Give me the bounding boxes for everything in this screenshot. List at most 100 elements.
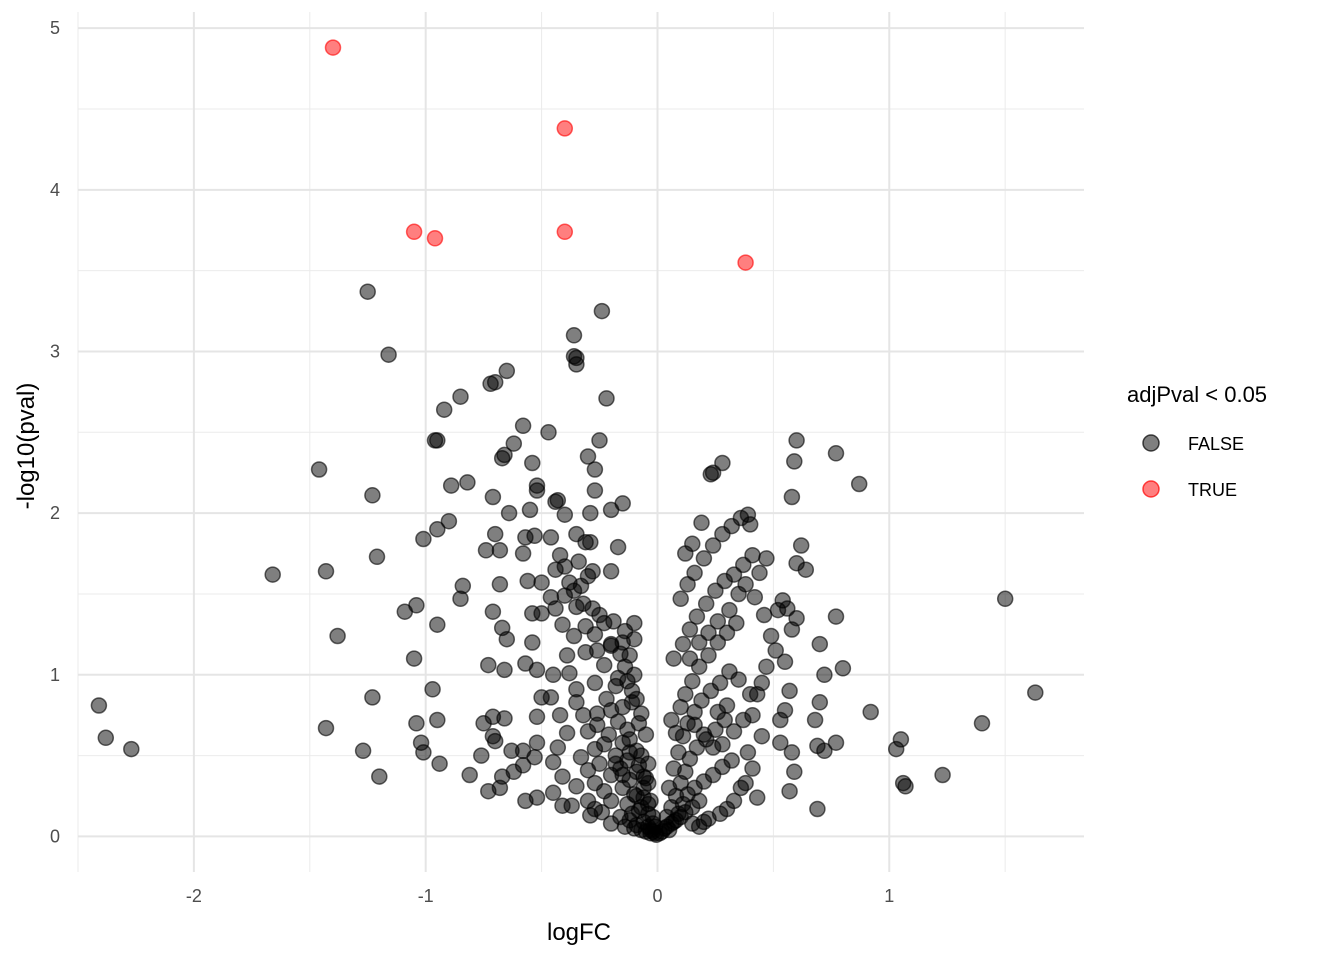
data-point-false bbox=[484, 488, 502, 506]
data-point-false bbox=[505, 435, 523, 452]
data-point-false bbox=[670, 744, 687, 761]
data-point-false bbox=[526, 748, 543, 766]
data-point-false bbox=[461, 766, 478, 784]
data-point-false bbox=[786, 453, 803, 470]
legend-label-true: TRUE bbox=[1188, 480, 1237, 500]
data-point-false bbox=[579, 448, 597, 465]
data-point-false bbox=[431, 755, 448, 772]
data-point-false bbox=[359, 283, 376, 300]
y-tick-label: 5 bbox=[50, 18, 60, 38]
data-point-false bbox=[396, 603, 414, 620]
data-point-false bbox=[586, 482, 604, 499]
data-point-false bbox=[628, 690, 645, 708]
data-point-false bbox=[593, 302, 611, 320]
data-point-false bbox=[767, 642, 784, 659]
legend-title: adjPval < 0.05 bbox=[1127, 382, 1267, 407]
data-point-false bbox=[380, 346, 397, 363]
data-point-false bbox=[354, 742, 372, 760]
data-point-false bbox=[609, 669, 627, 687]
data-point-false bbox=[524, 454, 541, 472]
data-point-false bbox=[405, 650, 423, 667]
data-point-false bbox=[704, 537, 722, 554]
data-point-false bbox=[577, 533, 594, 551]
data-point-false bbox=[524, 605, 541, 622]
data-point-false bbox=[809, 800, 826, 818]
data-point-false bbox=[533, 689, 550, 706]
data-point-false bbox=[788, 432, 805, 449]
data-point-false bbox=[544, 784, 562, 802]
data-point-false bbox=[415, 530, 432, 548]
x-tick-labels: -2 -1 0 1 bbox=[186, 886, 894, 906]
data-point-false bbox=[563, 797, 580, 814]
data-point-false bbox=[735, 711, 752, 729]
data-point-false bbox=[741, 516, 759, 533]
x-tick-label: -1 bbox=[418, 886, 434, 906]
data-point-false bbox=[415, 744, 432, 761]
data-point-false bbox=[477, 542, 495, 559]
data-point-false bbox=[549, 491, 567, 509]
data-point-false bbox=[558, 647, 576, 664]
data-point-false bbox=[528, 661, 546, 679]
data-point-false bbox=[723, 752, 740, 769]
data-point-false bbox=[686, 564, 703, 582]
data-point-false bbox=[695, 726, 713, 743]
data-point-false bbox=[558, 724, 576, 742]
data-point-true bbox=[556, 223, 574, 241]
data-point-false bbox=[97, 729, 115, 747]
data-point-false bbox=[730, 671, 747, 688]
data-point-false bbox=[709, 613, 727, 630]
data-point-false bbox=[368, 548, 386, 566]
data-point-false bbox=[486, 373, 504, 391]
data-point-false bbox=[491, 576, 509, 593]
y-tick-label: 4 bbox=[50, 180, 60, 200]
data-point-false bbox=[498, 630, 516, 648]
data-point-false bbox=[586, 626, 604, 643]
data-point-false bbox=[714, 736, 731, 753]
data-point-false bbox=[684, 672, 701, 690]
data-point-false bbox=[595, 656, 613, 674]
data-point-false bbox=[544, 753, 562, 771]
data-point-false bbox=[575, 706, 592, 724]
data-point-false bbox=[684, 535, 701, 553]
data-point-false bbox=[690, 818, 708, 835]
y-tick-labels: 0 1 2 3 4 5 bbox=[50, 18, 60, 846]
data-point-false bbox=[850, 475, 868, 493]
legend-item-true: TRUE bbox=[1142, 480, 1237, 500]
data-point-false bbox=[498, 362, 516, 380]
data-point-false bbox=[568, 694, 585, 711]
data-point-false bbox=[811, 635, 829, 653]
data-point-false bbox=[542, 529, 560, 546]
data-point-false bbox=[544, 666, 562, 684]
data-point-false bbox=[741, 685, 759, 703]
data-point-false bbox=[528, 734, 546, 751]
data-point-false bbox=[424, 681, 441, 698]
data-point-false bbox=[459, 474, 476, 491]
data-point-false bbox=[772, 734, 789, 751]
data-point-false bbox=[776, 702, 794, 719]
data-point-false bbox=[862, 703, 879, 721]
data-point-false bbox=[744, 760, 761, 777]
data-point-false bbox=[533, 574, 550, 591]
data-point-false bbox=[711, 674, 729, 692]
data-point-false bbox=[586, 740, 604, 758]
data-point-false bbox=[934, 766, 951, 784]
data-point-false bbox=[579, 723, 597, 740]
data-point-false bbox=[697, 595, 715, 612]
data-point-false bbox=[598, 390, 615, 407]
data-point-false bbox=[554, 616, 571, 633]
data-point-false bbox=[586, 461, 604, 478]
data-point-false bbox=[786, 763, 803, 781]
data-point-false bbox=[500, 504, 518, 522]
data-point-false bbox=[586, 674, 604, 692]
data-point-true bbox=[556, 120, 574, 137]
data-point-false bbox=[496, 661, 513, 679]
data-point-false bbox=[549, 739, 567, 756]
x-tick-label: 0 bbox=[652, 886, 662, 906]
data-point-false bbox=[556, 506, 574, 523]
data-point-false bbox=[540, 424, 557, 441]
data-point-false bbox=[1027, 684, 1044, 701]
data-point-false bbox=[547, 600, 564, 617]
data-point-false bbox=[783, 744, 801, 761]
data-point-false bbox=[473, 747, 490, 764]
data-point-false bbox=[364, 689, 381, 706]
